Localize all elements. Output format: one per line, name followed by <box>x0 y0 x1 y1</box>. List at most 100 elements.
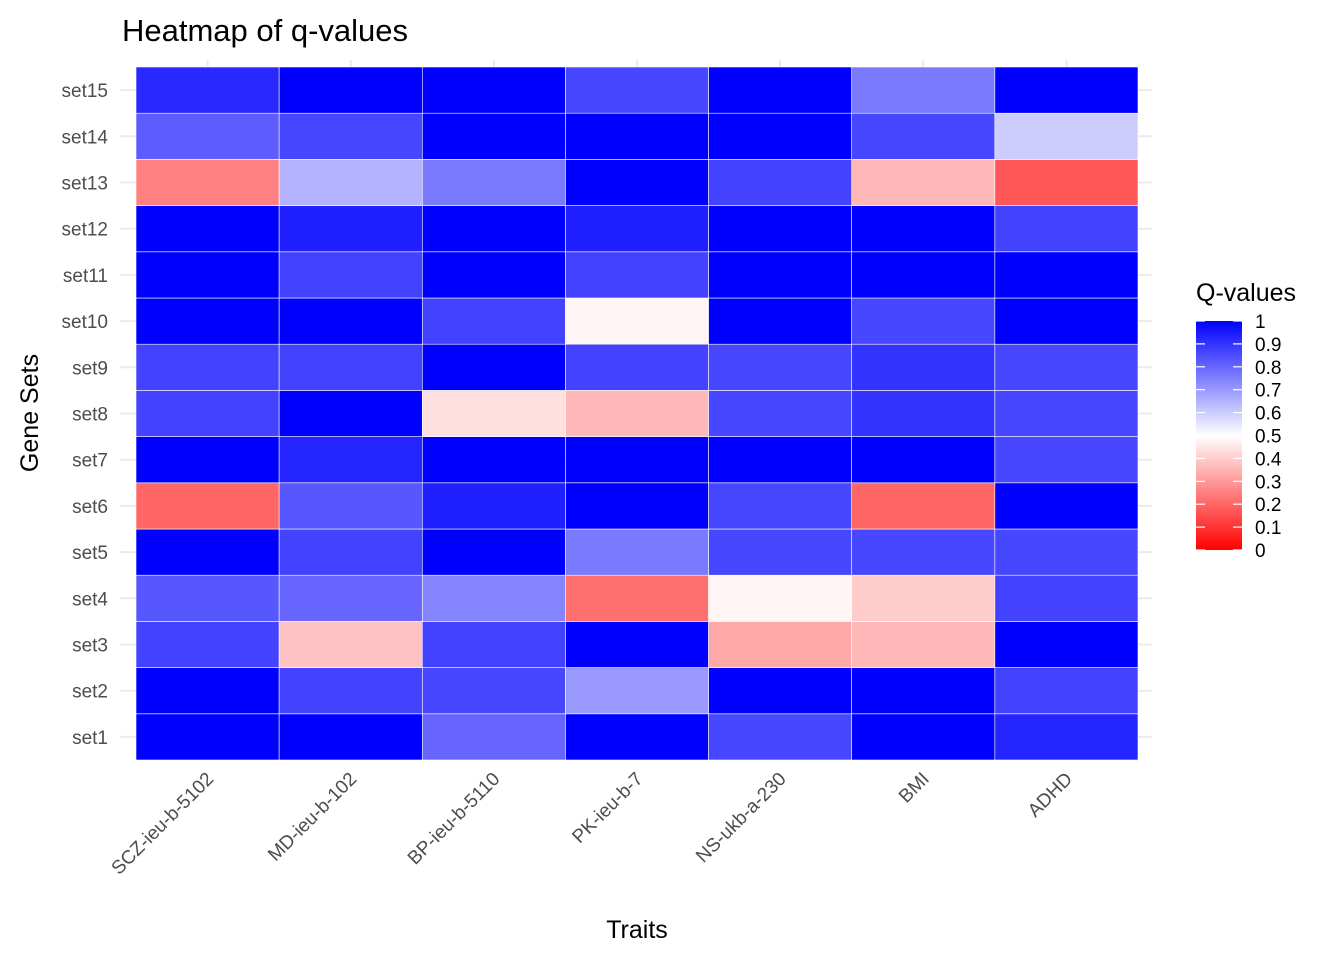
heatmap-cell <box>708 621 853 668</box>
heatmap-cell <box>135 205 280 253</box>
y-tick-label: set3 <box>72 636 108 657</box>
heatmap-cell <box>565 436 709 484</box>
heatmap-cell <box>135 621 280 668</box>
heatmap-cell <box>421 528 566 576</box>
heatmap-cell <box>135 482 280 530</box>
heatmap-cell <box>135 713 280 761</box>
heatmap-cell <box>278 251 423 299</box>
y-tick-label: set15 <box>62 81 108 102</box>
y-tick-label: set9 <box>72 358 108 379</box>
legend-tick-label: 0.4 <box>1255 449 1282 470</box>
y-tick-label: set7 <box>72 451 108 472</box>
heatmap-cell <box>278 297 423 345</box>
heatmap-cell <box>421 574 566 622</box>
y-tick-label: set11 <box>63 266 108 287</box>
y-tick-label: set12 <box>62 220 108 241</box>
heatmap-cell <box>708 390 853 437</box>
heatmap-cell <box>994 667 1139 715</box>
heatmap-cell <box>135 159 280 206</box>
heatmap-cell <box>851 205 996 253</box>
x-tick-label: SCZ-ieu-b-5102 <box>108 769 218 879</box>
legend-ticks: 00.10.20.30.40.50.60.70.80.91 <box>1196 312 1282 562</box>
heatmap-cell <box>565 66 709 114</box>
heatmap-cell <box>994 251 1139 299</box>
x-tick-label: BP-ieu-b-5110 <box>404 769 504 869</box>
heatmap-cell <box>278 528 423 576</box>
heatmap-cell <box>565 205 709 253</box>
x-tick-label: BMI <box>895 769 934 808</box>
heatmap-cell <box>565 574 709 622</box>
y-axis-title: Gene Sets <box>16 354 44 472</box>
heatmap-cell <box>421 482 566 530</box>
y-tick-label: set4 <box>72 589 108 610</box>
legend-tick-label: 0.1 <box>1255 518 1281 539</box>
heatmap-cell <box>851 297 996 345</box>
heatmap-cell <box>994 436 1139 484</box>
heatmap-cell <box>135 251 280 299</box>
heatmap-cell <box>421 66 566 114</box>
heatmap-cell <box>994 297 1139 345</box>
heatmap-cell <box>278 66 423 114</box>
heatmap-cell <box>565 343 709 391</box>
legend-tick-label: 0.8 <box>1255 358 1281 379</box>
y-tick-label: set5 <box>72 543 108 564</box>
heatmap-cell <box>708 343 853 391</box>
x-tick-label: NS-ukb-a-230 <box>692 769 790 867</box>
y-tick-label: set2 <box>72 682 108 703</box>
heatmap-cell <box>135 66 280 114</box>
x-tick-label: MD-ieu-b-102 <box>264 769 361 866</box>
heatmap-cell <box>421 343 566 391</box>
heatmap-cell <box>708 482 853 530</box>
heatmap-cell <box>135 436 280 484</box>
heatmap-cell <box>851 436 996 484</box>
heatmap-cell <box>994 343 1139 391</box>
legend-tick-label: 0.6 <box>1255 404 1281 425</box>
heatmap-cell <box>708 297 853 345</box>
heatmap-cell <box>421 112 566 160</box>
heatmap-cell <box>278 713 423 761</box>
heatmap-cell <box>135 390 280 437</box>
heatmap-cell <box>994 159 1139 206</box>
heatmap-cell <box>708 159 853 206</box>
heatmap-cell <box>565 297 709 345</box>
legend-tick-label: 0.3 <box>1255 472 1281 493</box>
heatmap-cell <box>278 343 423 391</box>
heatmap-cell <box>421 436 566 484</box>
heatmap-cell <box>851 112 996 160</box>
legend-title: Q-values <box>1196 279 1296 307</box>
heatmap-cell <box>851 159 996 206</box>
heatmap-cell <box>421 621 566 668</box>
heatmap-cell <box>565 482 709 530</box>
heatmap-cell <box>994 482 1139 530</box>
heatmap-cell <box>278 390 423 437</box>
heatmap-cell <box>851 251 996 299</box>
heatmap-cell <box>135 343 280 391</box>
chart-title: Heatmap of q-values <box>122 13 408 48</box>
heatmap-cell <box>421 205 566 253</box>
legend-tick-label: 1 <box>1255 312 1266 333</box>
heatmap-cell <box>135 667 280 715</box>
heatmap-cell <box>278 436 423 484</box>
y-tick-label: set10 <box>62 312 108 333</box>
heatmap-cell <box>278 159 423 206</box>
heatmap-cell <box>278 667 423 715</box>
heatmap-cell <box>994 205 1139 253</box>
heatmap-cell <box>565 112 709 160</box>
heatmap-cell <box>421 251 566 299</box>
y-tick-label: set14 <box>62 127 109 148</box>
heatmap-cell <box>994 528 1139 576</box>
heatmap-cell <box>708 667 853 715</box>
heatmap-cell <box>421 159 566 206</box>
legend-tick-label: 0 <box>1255 541 1266 562</box>
legend-tick-label: 0.2 <box>1255 495 1281 516</box>
heatmap-cell <box>851 667 996 715</box>
heatmap-cell <box>994 574 1139 622</box>
heatmap-cell <box>708 574 853 622</box>
y-axis-ticks: set1 set2 set3 set4 set5 set6 set7 set8 set9 set1… <box>62 81 109 749</box>
legend-tick-label: 0.5 <box>1255 427 1281 448</box>
color-legend: Q-values 00.10.20.30.40.50.60.70.80.91 <box>1196 279 1296 562</box>
heatmap-cell <box>994 112 1139 160</box>
y-tick-label: set1 <box>72 728 108 749</box>
heatmap-cell <box>421 390 566 437</box>
